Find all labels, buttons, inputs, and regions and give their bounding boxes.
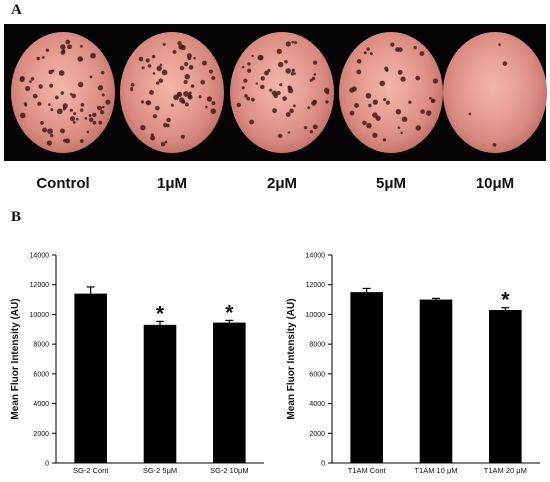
panel-label-a: A bbox=[11, 2, 22, 18]
well-caption-control: Control bbox=[36, 175, 90, 192]
x-tick-label: SG-2 10μM bbox=[210, 466, 249, 475]
x-tick-label: SG-2 5μM bbox=[143, 466, 177, 475]
y-tick-label: 10000 bbox=[306, 312, 326, 319]
significance-marker: * bbox=[225, 301, 234, 324]
y-axis-title: Mean Fluor Intensity (AU) bbox=[10, 298, 21, 419]
bar bbox=[489, 309, 522, 463]
y-tick-label: 14000 bbox=[30, 253, 50, 260]
x-tick-label: T1AM 20 μM bbox=[484, 466, 527, 475]
bar bbox=[74, 293, 107, 463]
y-tick-label: 0 bbox=[45, 461, 49, 468]
y-tick-label: 10000 bbox=[30, 312, 50, 319]
well-caption-10um: 10μM bbox=[475, 175, 515, 192]
x-tick-label: T1AM Cont bbox=[348, 466, 387, 475]
y-tick-label: 4000 bbox=[33, 401, 49, 408]
significance-marker: * bbox=[501, 289, 510, 312]
y-tick-label: 14000 bbox=[306, 253, 326, 260]
bar bbox=[419, 299, 453, 463]
y-axis-title: Mean Fluor Intensity (AU) bbox=[286, 298, 297, 419]
x-tick-label: T1AM 10 μM bbox=[414, 466, 457, 475]
well-1um bbox=[120, 32, 224, 153]
y-tick-label: 8000 bbox=[309, 342, 325, 349]
bar bbox=[143, 324, 177, 463]
well-image-strip bbox=[4, 24, 547, 161]
y-tick-label: 2000 bbox=[309, 431, 325, 438]
y-tick-label: 2000 bbox=[33, 431, 49, 438]
well-caption-2um: 2μM bbox=[266, 175, 297, 192]
bar bbox=[213, 322, 246, 463]
y-tick-label: 4000 bbox=[309, 401, 325, 408]
panel-label-b: B bbox=[11, 209, 22, 225]
well-10um bbox=[443, 32, 547, 153]
well-caption-1um: 1μM bbox=[156, 175, 187, 192]
y-tick-label: 12000 bbox=[30, 282, 50, 289]
well-control bbox=[11, 32, 115, 153]
significance-marker: * bbox=[156, 302, 165, 325]
bar-chart-t1am: 0 2000 4000 6000 8000 10000 12000 14000 Mean Flu… bbox=[286, 253, 540, 475]
bar bbox=[350, 292, 383, 463]
y-tick-label: 6000 bbox=[309, 371, 325, 378]
well-2um bbox=[230, 32, 334, 153]
y-tick-label: 0 bbox=[321, 461, 325, 468]
bar-chart-sg2: 0 2000 4000 6000 8000 10000 12000 14000 Mean Flu… bbox=[10, 253, 264, 475]
y-tick-label: 6000 bbox=[33, 371, 49, 378]
well-5um bbox=[339, 32, 443, 153]
x-tick-label: SG-2 Cont bbox=[73, 466, 109, 475]
y-tick-label: 8000 bbox=[33, 342, 49, 349]
well-caption-5um: 5μM bbox=[375, 175, 406, 192]
y-tick-label: 12000 bbox=[306, 282, 326, 289]
